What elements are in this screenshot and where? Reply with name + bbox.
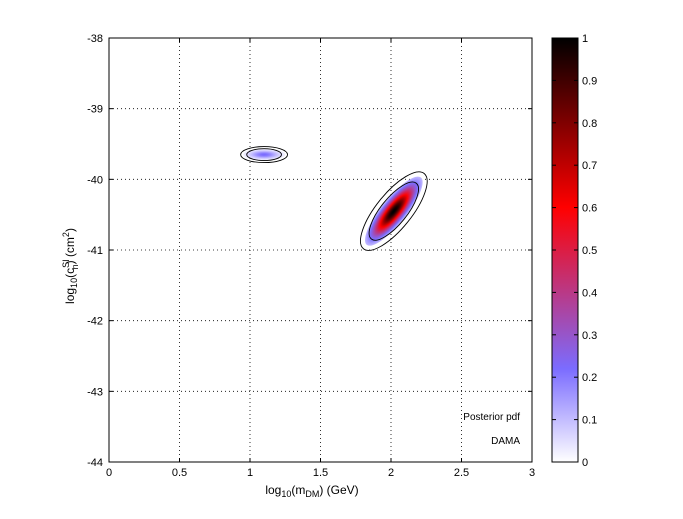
colorbar-tick-label: 0.5 [582, 245, 597, 257]
colorbar-tick-label: 0 [582, 457, 588, 469]
y-tick-label: -38 [87, 33, 103, 45]
colorbar-tick-label: 0.4 [582, 287, 597, 299]
y-tick-label: -39 [87, 104, 103, 116]
y-axis-ticks: -38 -39 -40 -41 -42 -43 -44 [87, 33, 532, 469]
x-axis-ticks: 0 0.5 1 1.5 2 2.5 3 [106, 38, 535, 479]
colorbar-tick-label: 0.6 [582, 203, 597, 215]
colorbar-tick-label: 0.3 [582, 330, 597, 342]
region-low-mass [240, 146, 289, 164]
annotation-posterior-pdf: Posterior pdf [463, 412, 520, 423]
y-tick-label: -44 [87, 457, 103, 469]
colorbar-tick-label: 0.7 [582, 160, 597, 172]
contour-line [360, 171, 428, 251]
y-tick-label: -40 [87, 174, 103, 186]
x-tick-label: 2.5 [454, 467, 469, 479]
density-level [393, 210, 395, 212]
contour-line [246, 148, 282, 161]
x-axis-label: log10(mDM) (GeV) [265, 483, 358, 499]
x-tick-label: 2 [388, 467, 394, 479]
colorbar-ticks: 0 0.1 0.2 0.3 0.4 0.5 0.6 0.7 0.8 0.9 1 [552, 33, 597, 469]
colorbar-tick-label: 0.1 [582, 415, 597, 427]
posterior-regions [240, 146, 428, 251]
x-tick-label: 1 [247, 467, 253, 479]
x-tick-label: 0.5 [172, 467, 187, 479]
grid [109, 38, 532, 462]
x-tick-label: 3 [529, 467, 535, 479]
colorbar-tick-label: 0.9 [582, 75, 597, 87]
y-tick-label: -43 [87, 386, 103, 398]
x-tick-label: 0 [106, 467, 112, 479]
annotation-dama: DAMA [491, 436, 520, 447]
contour-line [368, 181, 419, 241]
x-tick-label: 1.5 [313, 467, 328, 479]
y-tick-label: -41 [87, 245, 103, 257]
y-tick-label: -42 [87, 316, 103, 328]
colorbar-tick-label: 0.8 [582, 118, 597, 130]
region-high-mass [360, 171, 428, 251]
contour-line [240, 146, 289, 164]
y-axis-label: log10(cSIn) (cm2) [61, 228, 80, 304]
colorbar-tick-label: 0.2 [582, 372, 597, 384]
colorbar-tick-label: 1 [582, 33, 588, 45]
